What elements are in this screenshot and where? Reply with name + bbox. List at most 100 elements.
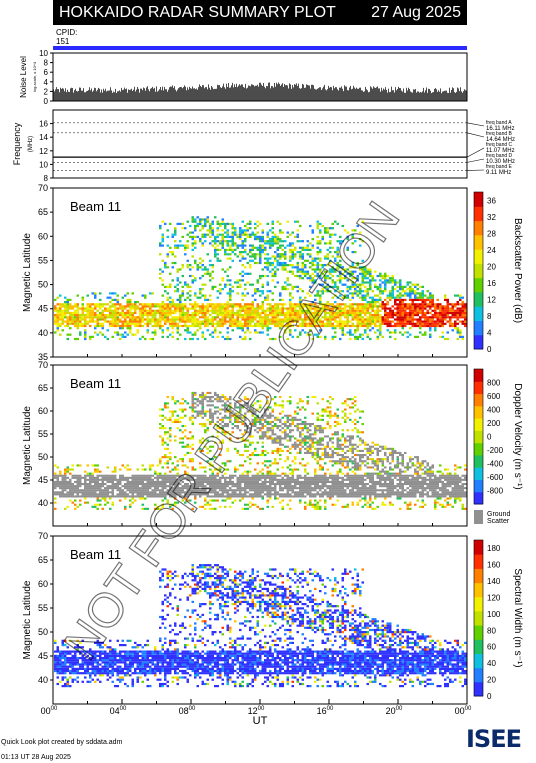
heatmap-cell — [449, 316, 452, 319]
heatmap-cell — [439, 335, 442, 338]
heatmap-cell — [164, 493, 167, 496]
heatmap-cell — [249, 331, 252, 334]
heatmap-cell — [214, 476, 217, 479]
heatmap-cell — [319, 259, 322, 262]
heatmap-cell — [409, 281, 412, 284]
heatmap-cell — [361, 303, 364, 306]
heatmap-cell — [439, 316, 442, 319]
heatmap-cell — [271, 489, 274, 492]
heatmap-cell — [374, 303, 377, 306]
heatmap-cell — [421, 301, 424, 304]
heatmap-cell — [256, 474, 259, 477]
heatmap-cell — [264, 476, 267, 479]
heatmap-cell — [186, 499, 189, 502]
heatmap-cell — [274, 396, 277, 399]
freq-ylabel: Frequency — [12, 122, 22, 165]
heatmap-cell — [214, 309, 217, 312]
heatmap-cell — [176, 474, 179, 477]
heatmap-cell — [54, 507, 57, 510]
heatmap-cell — [266, 429, 269, 432]
heatmap-cell — [341, 314, 344, 317]
heatmap-cell — [94, 483, 97, 486]
heatmap-cell — [106, 314, 109, 317]
heatmap-cell — [81, 322, 84, 325]
heatmap-cell — [126, 292, 129, 295]
heatmap-cell — [116, 322, 119, 325]
heatmap-cell — [346, 316, 349, 319]
heatmap-cell — [199, 322, 202, 325]
heatmap-cell — [266, 242, 269, 245]
heatmap-cell — [291, 288, 294, 291]
heatmap-cell — [56, 324, 59, 328]
heatmap-cell — [284, 493, 287, 496]
heatmap-cell — [374, 322, 377, 325]
heatmap-cell — [291, 474, 294, 477]
heatmap-cell — [274, 493, 277, 496]
heatmap-cell — [216, 311, 219, 315]
heatmap-cell — [204, 487, 207, 490]
heatmap-cell — [354, 251, 357, 254]
heatmap-cell — [211, 472, 214, 475]
heatmap-cell — [316, 227, 319, 230]
heatmap-cell — [324, 316, 327, 319]
heatmap-cell — [274, 307, 277, 310]
heatmap-cell — [256, 505, 259, 508]
heatmap-cell — [54, 491, 57, 494]
heatmap-cell — [81, 324, 84, 328]
heatmap-cell — [204, 423, 207, 426]
heatmap-cell — [391, 281, 394, 284]
heatmap-cell — [199, 305, 202, 308]
heatmap-cell — [359, 318, 362, 321]
heatmap-cell — [259, 251, 262, 254]
heatmap-cell — [276, 255, 279, 258]
heatmap-cell — [154, 331, 157, 334]
heatmap-cell — [189, 474, 192, 477]
heatmap-cell — [149, 318, 152, 321]
heatmap-cell — [181, 487, 184, 490]
heatmap-cell — [206, 298, 209, 301]
heatmap-cell — [71, 487, 74, 490]
heatmap-cell — [276, 281, 279, 284]
heatmap-cell — [386, 281, 389, 284]
heatmap-cell — [176, 478, 179, 481]
heatmap-cell — [121, 495, 124, 498]
heatmap-cell — [411, 292, 414, 295]
heatmap-cell — [381, 290, 384, 293]
heatmap-cell — [374, 311, 377, 315]
heatmap-cell — [131, 474, 134, 477]
heatmap-cell — [239, 414, 242, 417]
heatmap-cell — [206, 316, 209, 319]
heatmap-cell — [236, 414, 239, 417]
heatmap-cell — [169, 272, 172, 275]
heatmap-cell — [384, 314, 387, 317]
heatmap-cell — [169, 474, 172, 477]
heatmap-cell — [199, 396, 202, 399]
heatmap-cell — [254, 290, 257, 293]
heatmap-cell — [286, 277, 289, 280]
heatmap-cell — [424, 318, 427, 321]
heatmap-cell — [251, 324, 254, 328]
heatmap-cell — [161, 489, 164, 492]
heatmap-cell — [369, 324, 372, 328]
heatmap-cell — [314, 259, 317, 262]
heatmap-cell — [381, 292, 384, 295]
heatmap-cell — [321, 288, 324, 291]
heatmap-cell — [99, 485, 102, 488]
heatmap-cell — [79, 489, 82, 492]
heatmap-cell — [279, 244, 282, 247]
heatmap-cell — [379, 314, 382, 317]
heatmap-cell — [201, 483, 204, 486]
heatmap-cell — [209, 391, 212, 394]
heatmap-cell — [294, 274, 297, 278]
heatmap-cell — [174, 324, 177, 328]
heatmap-cell — [219, 240, 222, 243]
heatmap-cell — [341, 322, 344, 325]
heatmap-cell — [269, 416, 272, 419]
heatmap-cell — [146, 329, 149, 332]
heatmap-cell — [106, 501, 109, 504]
heatmap-cell — [361, 281, 364, 284]
heatmap-cell — [211, 288, 214, 291]
heatmap-cell — [259, 244, 262, 247]
heatmap-cell — [236, 449, 239, 452]
heatmap-cell — [249, 470, 252, 473]
